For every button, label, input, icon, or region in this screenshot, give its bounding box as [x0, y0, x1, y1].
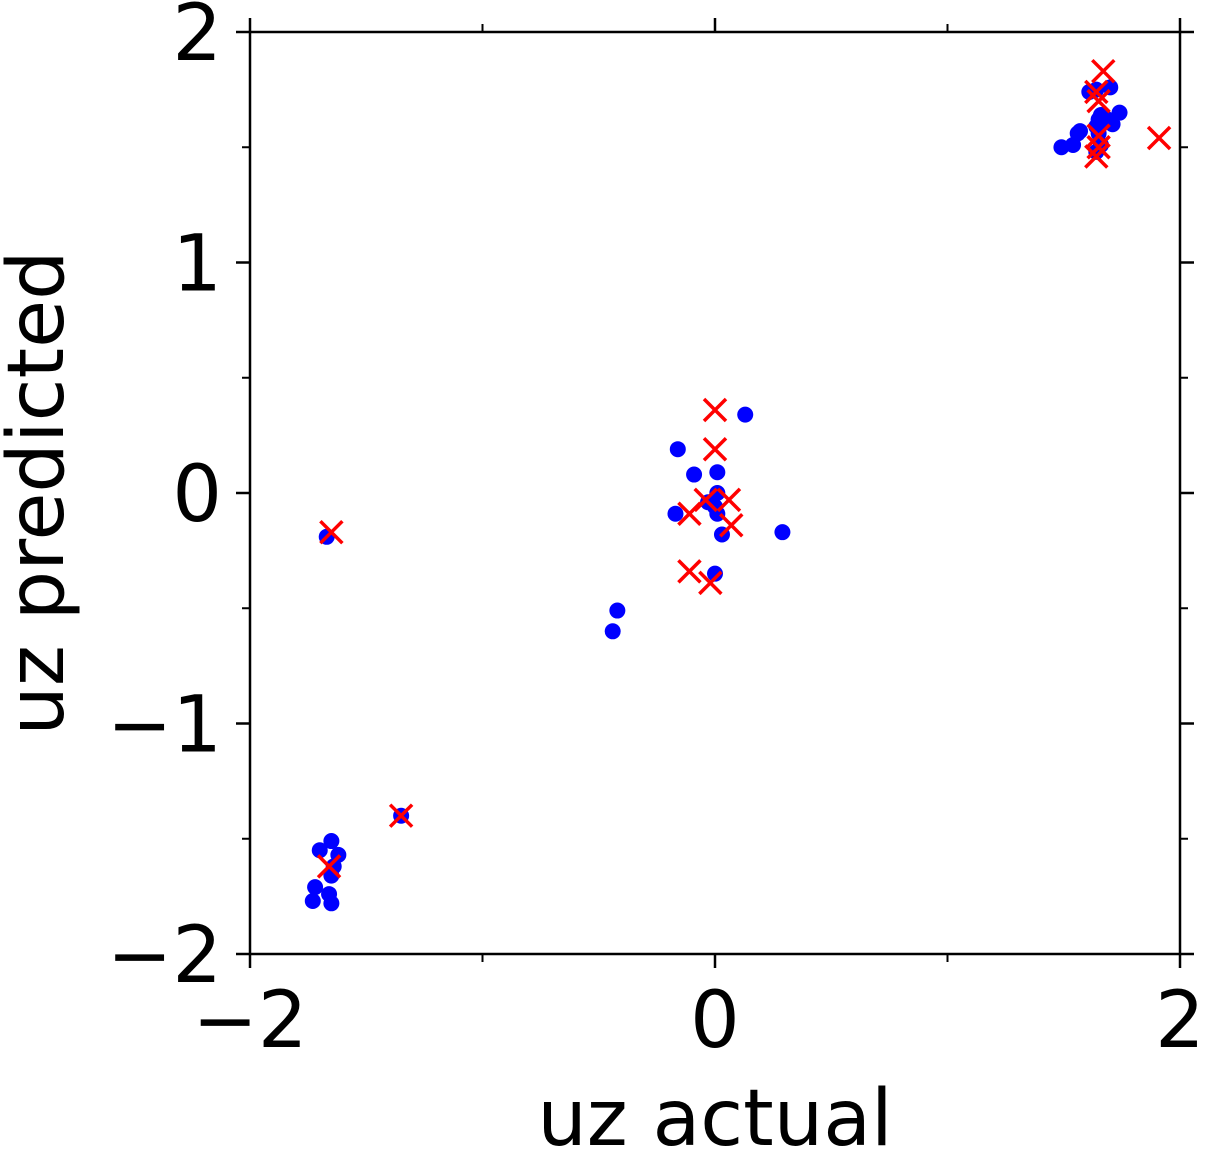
y-tick-label: 0 [172, 450, 222, 540]
data-point-x [698, 570, 723, 596]
data-point-x [1084, 144, 1109, 169]
data-point-x [677, 559, 702, 584]
data-point-circle [323, 833, 340, 850]
x-tick-label: 0 [690, 976, 740, 1066]
data-point-x [316, 854, 342, 879]
data-point-circle [323, 895, 340, 912]
y-tick-label: −1 [107, 681, 222, 771]
data-point-circle [304, 892, 321, 909]
data-point-circle [609, 602, 626, 619]
y-tick-label: −2 [107, 911, 222, 1001]
data-point-circle [709, 464, 726, 481]
y-tick-label: 1 [172, 220, 222, 310]
data-point-circle [774, 524, 791, 541]
y-axis-label: uz predicted [0, 250, 82, 735]
series-1 [304, 79, 1128, 912]
data-point-circle [667, 505, 684, 522]
series-2 [316, 58, 1172, 879]
data-point-x [1086, 123, 1111, 148]
data-point-x [716, 487, 742, 513]
data-point-circle [1111, 104, 1128, 121]
y-tick-label: 2 [172, 0, 222, 79]
data-point-x [1086, 135, 1111, 160]
tick-marks [236, 18, 1194, 968]
data-point-circle [669, 441, 686, 458]
tick-labels: −2 0 2 −2 −1 0 1 2 [107, 0, 1205, 1066]
x-tick-label: 2 [1155, 976, 1205, 1066]
data-points [304, 58, 1172, 912]
data-point-circle [307, 879, 324, 896]
data-point-circle [1072, 123, 1089, 140]
data-point-circle [686, 466, 703, 483]
data-point-x [1146, 125, 1172, 151]
data-point-x [1091, 58, 1116, 84]
data-point-x [702, 397, 728, 423]
data-point-x [388, 803, 414, 828]
data-point-x [1086, 88, 1111, 114]
x-axis-label: uz actual [537, 1074, 892, 1163]
data-point-x [677, 501, 702, 526]
x-tick-label: −2 [193, 976, 308, 1066]
data-point-x [1084, 79, 1109, 105]
data-point-circle [311, 842, 328, 859]
data-point-x [719, 513, 744, 538]
data-point-circle [707, 565, 723, 582]
data-point-circle [604, 623, 621, 640]
data-point-x [319, 519, 344, 545]
data-point-circle [737, 406, 754, 423]
data-point-x [702, 436, 728, 462]
